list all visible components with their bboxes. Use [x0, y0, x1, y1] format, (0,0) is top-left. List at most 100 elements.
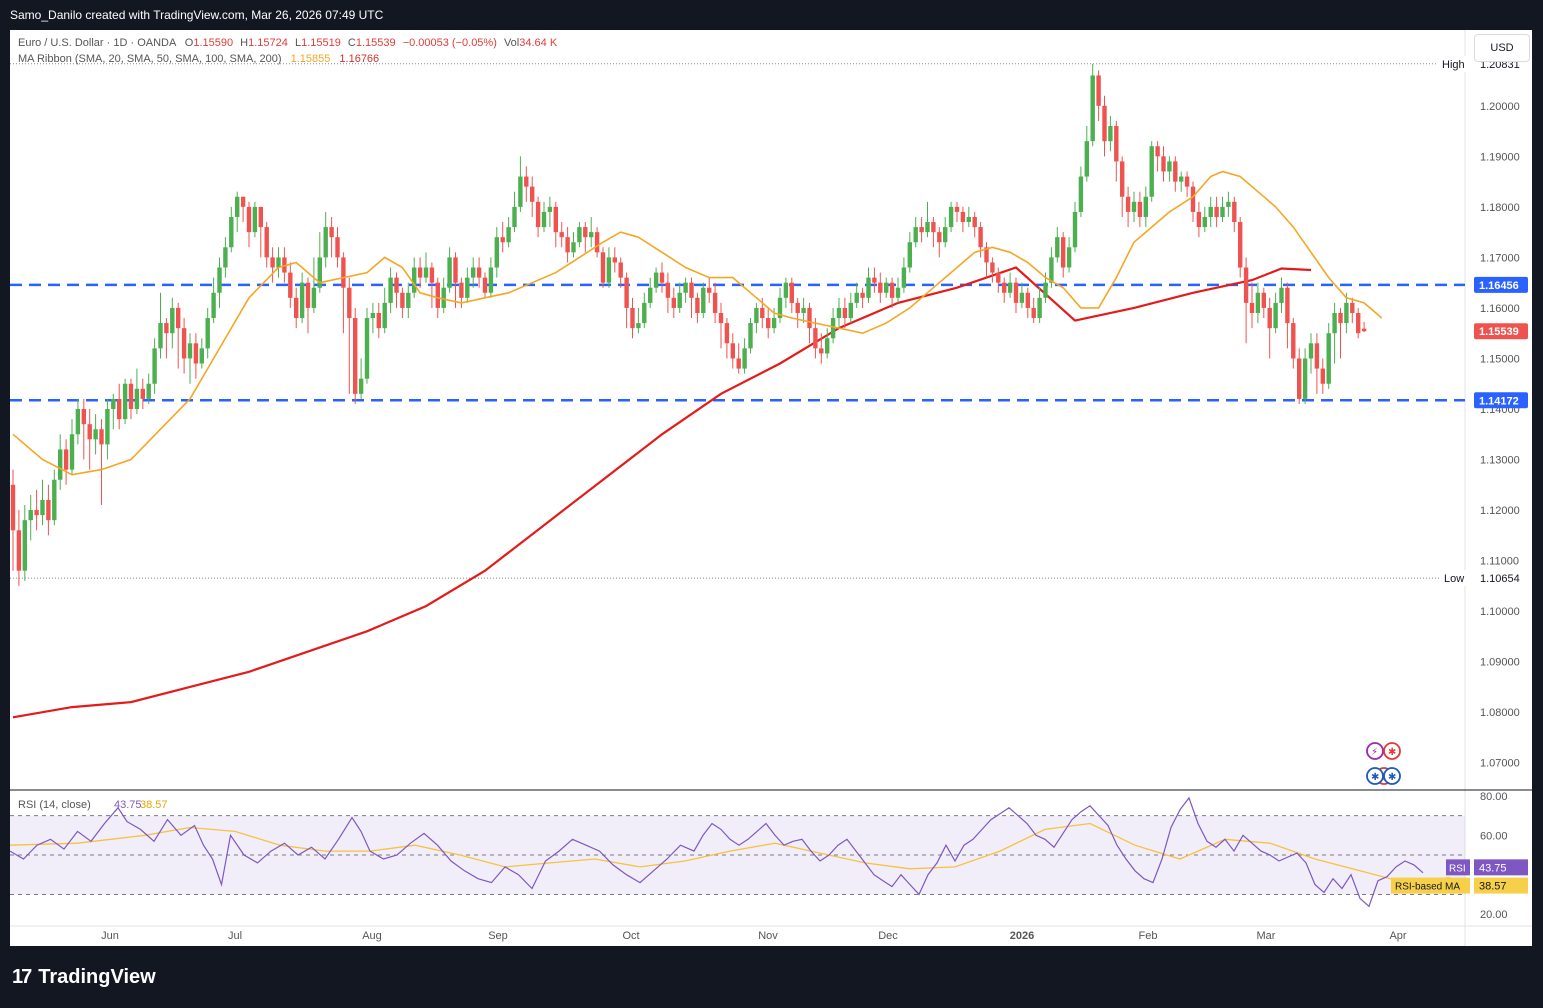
candle-body[interactable]: [22, 520, 27, 571]
candle-body[interactable]: [1002, 282, 1007, 293]
candle-body[interactable]: [122, 383, 128, 420]
candle-body[interactable]: [1031, 307, 1036, 319]
candle-body[interactable]: [559, 232, 564, 238]
candle-body[interactable]: [1007, 282, 1013, 293]
candle-body[interactable]: [1055, 237, 1060, 258]
candle-body[interactable]: [164, 323, 169, 334]
candle-body[interactable]: [435, 282, 440, 308]
candle-body[interactable]: [1208, 206, 1213, 217]
candle-body[interactable]: [1220, 206, 1225, 217]
candle-body[interactable]: [618, 262, 623, 278]
candle-body[interactable]: [990, 262, 995, 273]
candle-body[interactable]: [701, 287, 706, 313]
candle-body[interactable]: [252, 206, 258, 233]
candle-body[interactable]: [712, 292, 718, 313]
candle-body[interactable]: [1013, 282, 1019, 303]
candle-body[interactable]: [925, 222, 930, 233]
candle-body[interactable]: [34, 510, 39, 516]
candle-body[interactable]: [81, 409, 86, 425]
candle-body[interactable]: [1137, 201, 1143, 217]
candle-body[interactable]: [1273, 302, 1278, 329]
candle-body[interactable]: [299, 282, 305, 319]
candle-body[interactable]: [978, 227, 983, 248]
candle-body[interactable]: [193, 343, 199, 364]
candle-body[interactable]: [630, 307, 635, 329]
candle-body[interactable]: [907, 242, 912, 268]
candle-body[interactable]: [736, 358, 741, 369]
candle-body[interactable]: [1279, 287, 1284, 303]
candle-body[interactable]: [93, 429, 98, 440]
candle-body[interactable]: [884, 282, 889, 293]
candle-body[interactable]: [1061, 237, 1066, 268]
candle-body[interactable]: [766, 318, 771, 329]
candle-body[interactable]: [860, 292, 865, 298]
candle-body[interactable]: [1078, 176, 1084, 212]
candle-body[interactable]: [1232, 201, 1237, 223]
candle-body[interactable]: [181, 328, 187, 359]
candle-body[interactable]: [996, 272, 1001, 283]
candle-body[interactable]: [878, 282, 883, 293]
candle-body[interactable]: [931, 222, 936, 233]
candle-body[interactable]: [1350, 302, 1355, 313]
candle-body[interactable]: [1131, 201, 1137, 212]
candle-body[interactable]: [1184, 176, 1190, 187]
candle-body[interactable]: [1308, 343, 1314, 359]
candle-body[interactable]: [341, 257, 346, 288]
candle-body[interactable]: [506, 227, 511, 243]
candle-body[interactable]: [866, 277, 871, 298]
candle-body[interactable]: [1037, 297, 1042, 319]
candle-body[interactable]: [1291, 323, 1296, 359]
candle-body[interactable]: [417, 267, 423, 278]
candle-body[interactable]: [229, 216, 234, 248]
candle-body[interactable]: [223, 247, 228, 268]
candle-body[interactable]: [1344, 302, 1349, 324]
candle-body[interactable]: [677, 292, 682, 308]
candle-body[interactable]: [1338, 312, 1343, 324]
candle-body[interactable]: [240, 196, 246, 207]
candle-body[interactable]: [134, 388, 140, 409]
candle-body[interactable]: [813, 328, 818, 349]
candle-body[interactable]: [795, 302, 800, 313]
candle-body[interactable]: [836, 307, 842, 319]
candle-body[interactable]: [1214, 206, 1219, 217]
candle-body[interactable]: [205, 318, 210, 349]
candle-body[interactable]: [913, 227, 918, 243]
candle-body[interactable]: [648, 287, 653, 303]
candle-body[interactable]: [1196, 211, 1202, 228]
candle-body[interactable]: [960, 211, 966, 223]
candle-body[interactable]: [606, 257, 612, 283]
candle-body[interactable]: [488, 267, 494, 293]
candle-body[interactable]: [75, 409, 81, 435]
candle-body[interactable]: [58, 449, 63, 480]
candle-body[interactable]: [653, 272, 659, 288]
candle-body[interactable]: [69, 434, 75, 470]
candle-body[interactable]: [771, 318, 777, 329]
candle-body[interactable]: [842, 307, 848, 319]
candle-body[interactable]: [671, 297, 676, 308]
candle-body[interactable]: [317, 257, 322, 288]
candle-body[interactable]: [1167, 161, 1172, 172]
candle-body[interactable]: [288, 272, 293, 298]
candle-body[interactable]: [494, 237, 499, 268]
candle-body[interactable]: [518, 176, 523, 207]
candle-body[interactable]: [128, 383, 134, 409]
candle-body[interactable]: [783, 282, 789, 298]
candle-body[interactable]: [323, 227, 328, 258]
candle-body[interactable]: [1285, 287, 1290, 324]
candle-body[interactable]: [972, 216, 977, 228]
candle-body[interactable]: [1114, 126, 1119, 162]
candle-body[interactable]: [718, 312, 724, 324]
candle-body[interactable]: [1190, 186, 1196, 212]
candle-body[interactable]: [158, 323, 163, 349]
candle-body[interactable]: [117, 398, 122, 420]
candle-body[interactable]: [901, 267, 907, 288]
candle-body[interactable]: [400, 292, 405, 308]
candle-body[interactable]: [500, 237, 505, 243]
candle-body[interactable]: [1072, 211, 1078, 248]
candle-body[interactable]: [246, 206, 252, 233]
candle-body[interactable]: [276, 257, 281, 268]
candle-body[interactable]: [1332, 312, 1337, 334]
candle-body[interactable]: [358, 378, 364, 394]
candle-body[interactable]: [583, 227, 588, 238]
candle-body[interactable]: [347, 287, 352, 319]
